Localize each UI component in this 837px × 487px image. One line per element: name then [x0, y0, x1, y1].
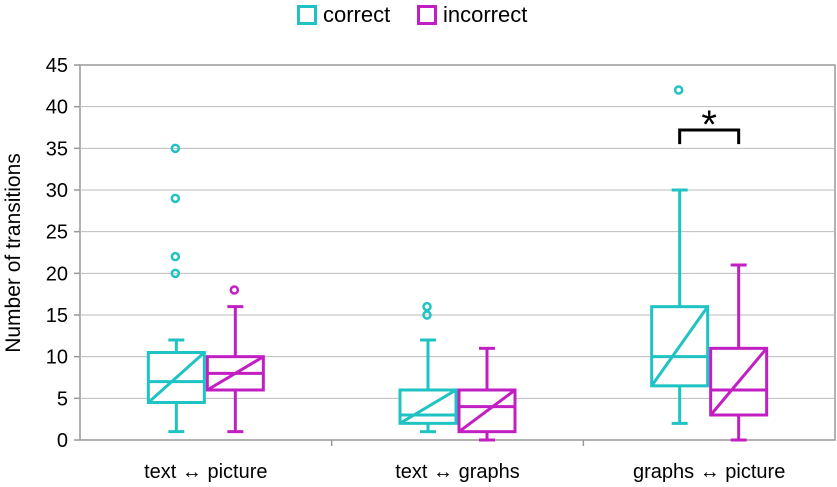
y-axis-label: Number of transitions — [2, 153, 25, 353]
box-diagonal — [399, 388, 457, 425]
y-tick-label: 0 — [57, 430, 68, 452]
significance-bracket — [678, 128, 741, 145]
y-tick-label: 10 — [46, 347, 68, 369]
y-tick-label: 35 — [46, 138, 68, 160]
outlier-point — [229, 285, 240, 295]
x-tick-label: text ↔ graphs — [395, 461, 520, 483]
y-tick-label: 45 — [46, 55, 68, 77]
x-tick-label: text ↔ picture — [144, 461, 267, 483]
box-diagonal — [709, 347, 768, 416]
legend-item-correct: correct — [297, 2, 390, 28]
y-tick-label: 20 — [46, 263, 68, 285]
y-tick-label: 30 — [46, 180, 68, 202]
y-tick-label: 40 — [46, 97, 68, 119]
legend-label-correct: correct — [323, 2, 391, 27]
plot-border — [79, 64, 836, 441]
significance-annotation: * — [678, 103, 741, 147]
legend-swatch-incorrect — [417, 5, 437, 25]
legend-swatch-correct — [297, 5, 317, 25]
box-correct-1 — [398, 301, 458, 434]
box-diagonal — [650, 305, 709, 387]
box-incorrect-0 — [205, 285, 265, 434]
legend: correct incorrect — [0, 0, 837, 30]
outlier-point — [170, 143, 181, 154]
box-series — [146, 85, 769, 442]
outlier-point — [422, 301, 432, 312]
y-tick-label: 5 — [57, 388, 68, 410]
box-incorrect-1 — [457, 346, 517, 442]
y-axis: 0 5 10 15 20 25 30 35 40 45 — [46, 55, 80, 452]
significance-star: * — [701, 103, 717, 147]
outlier-point — [422, 310, 432, 320]
outlier-point — [673, 85, 684, 95]
legend-item-incorrect: incorrect — [417, 2, 527, 28]
y-tick-label: 25 — [46, 222, 68, 244]
legend-label-incorrect: incorrect — [443, 2, 528, 27]
box-correct-0 — [146, 143, 206, 434]
outlier-point — [170, 251, 181, 262]
box-correct-2 — [650, 85, 710, 425]
box-diagonal — [458, 388, 516, 433]
y-tick-label: 15 — [46, 305, 68, 327]
outlier-point — [170, 268, 181, 279]
box-incorrect-2 — [709, 263, 769, 442]
x-axis: text ↔ picture text ↔ graphs graphs ↔ pict… — [144, 440, 785, 483]
outlier-point — [170, 193, 181, 204]
box-diagonal — [147, 351, 206, 404]
x-tick-label: graphs ↔ picture — [633, 461, 785, 483]
